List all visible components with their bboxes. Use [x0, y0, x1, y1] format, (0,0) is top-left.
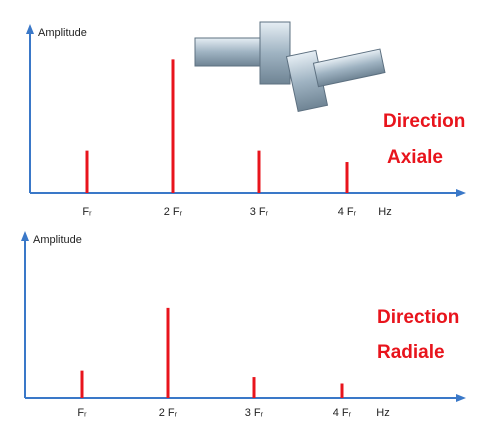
y-axis-label: Amplitude — [33, 234, 82, 246]
y-axis-label: Amplitude — [38, 27, 87, 39]
annotation: Direction — [377, 307, 459, 328]
annotation: Direction — [383, 111, 465, 132]
x-tick-label: 3 Fᵣ — [245, 407, 264, 419]
x-tick-label: 4 Fᵣ — [333, 407, 352, 419]
x-tick-label: Fᵣ — [82, 206, 92, 218]
x-tick-label: 2 Fᵣ — [159, 407, 178, 419]
x-axis-label: Hz — [378, 206, 391, 218]
x-tick-label: 2 Fᵣ — [164, 206, 183, 218]
y-axis-arrow — [26, 24, 34, 34]
y-axis-arrow — [21, 231, 29, 241]
x-axis-label: Hz — [376, 407, 389, 419]
x-tick-label: Fᵣ — [77, 407, 87, 419]
x-tick-label: 3 Fᵣ — [250, 206, 269, 218]
coupling-illustration — [194, 21, 386, 113]
annotation: Radiale — [377, 342, 445, 363]
x-tick-label: 4 Fᵣ — [338, 206, 357, 218]
x-axis-arrow — [456, 394, 466, 402]
x-axis-arrow — [456, 189, 466, 197]
annotation: Axiale — [387, 147, 443, 168]
